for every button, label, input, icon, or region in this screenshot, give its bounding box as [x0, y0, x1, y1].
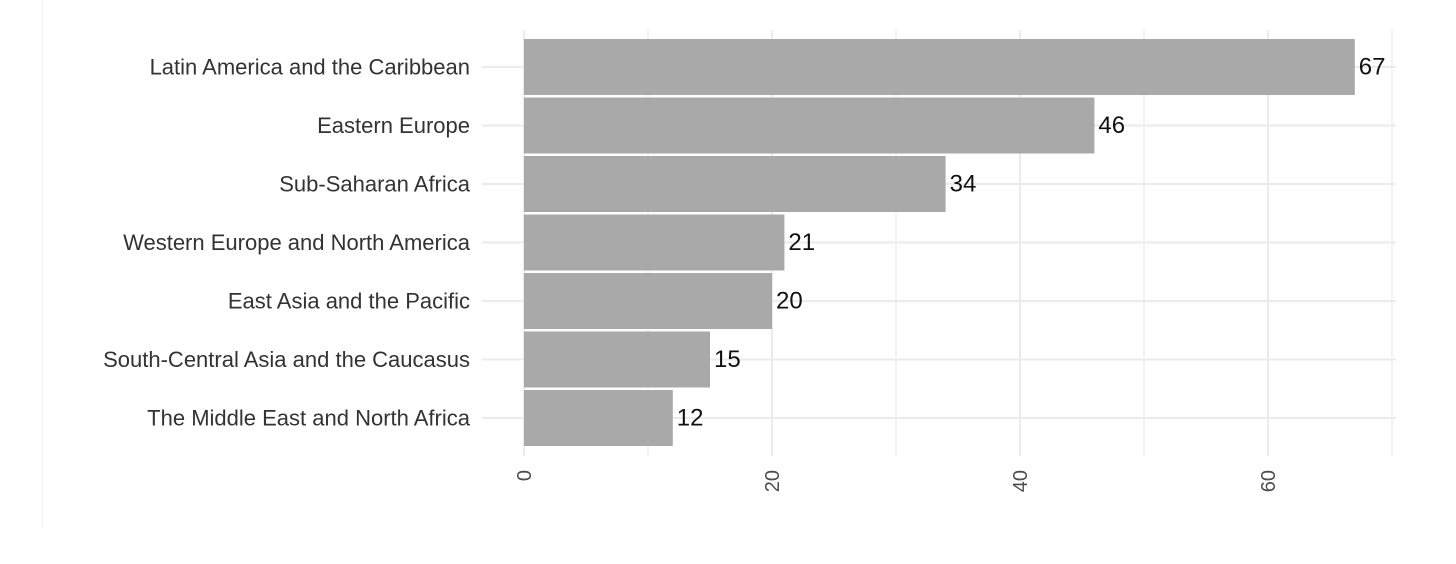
bar-layer [524, 39, 1355, 446]
value-label: 20 [776, 288, 803, 315]
x-tick-label: 20 [762, 470, 784, 492]
value-label: 34 [950, 171, 977, 198]
x-tick-label: 0 [514, 470, 536, 481]
value-label: 67 [1359, 54, 1386, 81]
bar [524, 331, 710, 388]
category-label: Latin America and the Caribbean [150, 55, 470, 80]
bar [524, 273, 772, 329]
bar [524, 97, 1095, 154]
value-label: 15 [714, 346, 741, 373]
value-label: 21 [788, 229, 815, 256]
bar [524, 214, 785, 271]
bar [524, 156, 946, 212]
label-layer: Latin America and the Caribbean 67 Eastern… [103, 54, 1385, 493]
category-label: The Middle East and North Africa [147, 406, 471, 431]
panel-edge [42, 0, 43, 528]
value-label: 12 [677, 405, 704, 432]
value-label: 46 [1098, 112, 1125, 139]
category-label: Eastern Europe [317, 113, 470, 138]
bar [524, 390, 673, 446]
category-label: Western Europe and North America [123, 230, 471, 255]
x-tick-label: 40 [1010, 470, 1032, 492]
category-label: South-Central Asia and the Caucasus [103, 347, 470, 372]
bar [524, 39, 1355, 95]
category-label: East Asia and the Pacific [228, 289, 470, 314]
category-label: Sub-Saharan Africa [279, 172, 471, 197]
x-tick-label: 60 [1258, 470, 1280, 492]
